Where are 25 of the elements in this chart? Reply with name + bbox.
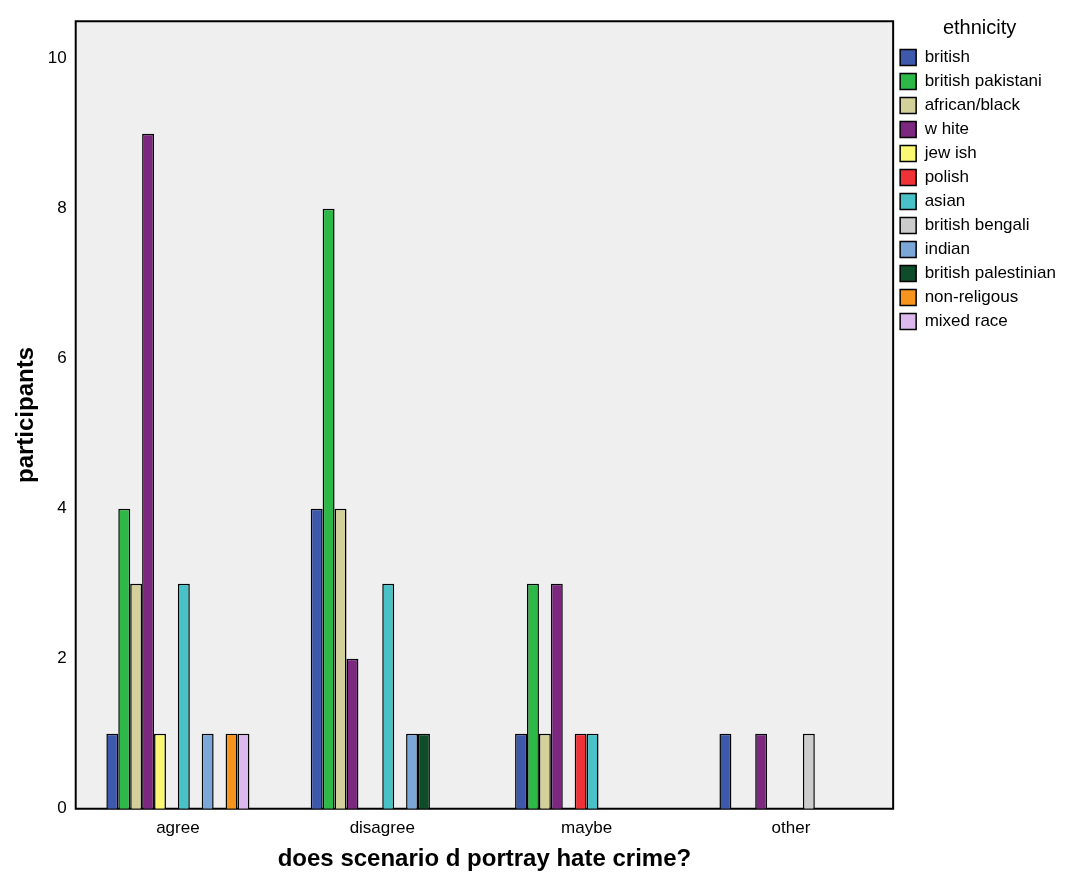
x-tick-label: other <box>771 817 811 837</box>
legend-label: british pakistani <box>924 71 1042 91</box>
legend-label: asian <box>924 191 966 211</box>
legend-label: african/black <box>924 95 1021 115</box>
y-tick-label: 0 <box>57 798 67 818</box>
x-axis-title: does scenario d portray hate crime? <box>277 844 692 872</box>
y-tick-label: 10 <box>47 48 67 68</box>
y-tick-label: 4 <box>57 498 67 518</box>
legend-title: ethnicity <box>942 15 1017 38</box>
x-tick-label: maybe <box>561 817 613 837</box>
x-tick-label: agree <box>156 817 200 837</box>
legend-label: jew ish <box>923 143 977 163</box>
legend-label: indian <box>924 239 971 259</box>
y-tick-label: 6 <box>57 348 67 368</box>
legend-label: non-religous <box>924 287 1019 307</box>
legend-label: polish <box>924 167 970 187</box>
legend-label: british palestinian <box>924 263 1057 283</box>
x-tick-label: disagree <box>349 817 415 837</box>
legend-label: mixed race <box>924 311 1008 331</box>
y-tick-label: 8 <box>57 198 67 218</box>
legend-label: british <box>924 47 971 67</box>
y-axis-title: participants <box>11 346 39 484</box>
legend-label: w hite <box>923 119 970 139</box>
legend-label: british bengali <box>924 215 1030 235</box>
y-tick-label: 2 <box>57 648 67 668</box>
